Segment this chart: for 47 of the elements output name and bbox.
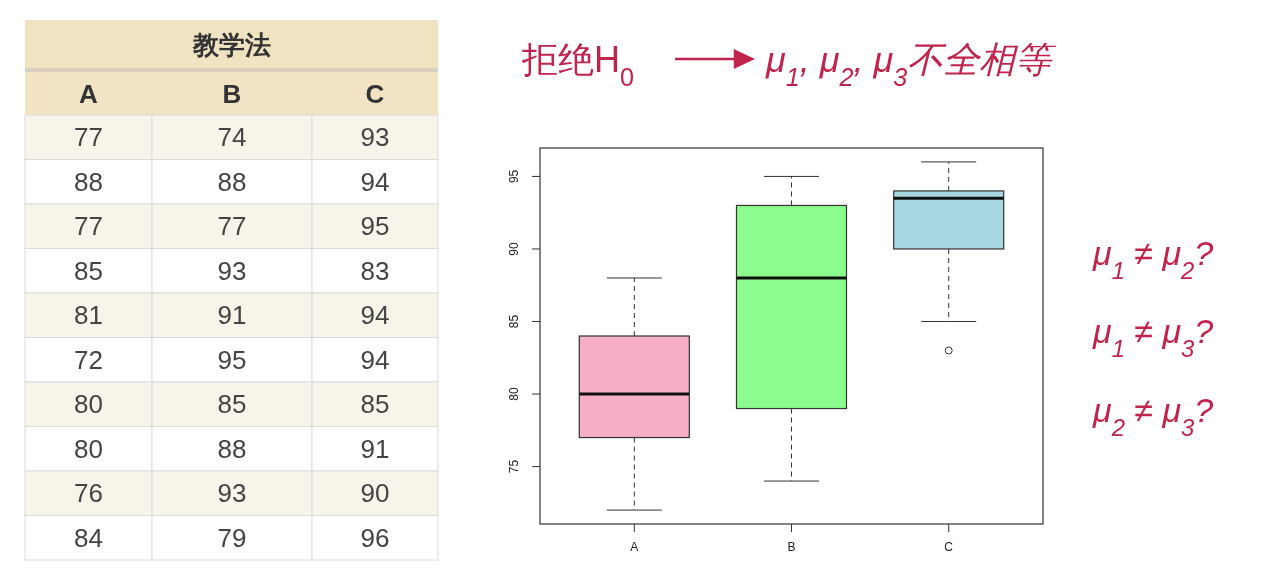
text: 80 — [74, 433, 103, 464]
text: 94 — [360, 300, 390, 331]
text: 83 — [360, 255, 390, 286]
x-tick-label: C — [944, 540, 954, 554]
text: 85 — [217, 389, 247, 420]
text: 91 — [217, 300, 247, 331]
text: 91 — [360, 433, 390, 464]
text: 88 — [74, 166, 103, 197]
text: 84 — [74, 522, 103, 553]
text: 95 — [360, 211, 390, 242]
text: C — [365, 79, 385, 109]
text: 80 — [74, 389, 103, 420]
text: 95 — [217, 344, 247, 375]
y-tick-label: 90 — [507, 241, 521, 256]
y-tick-label: 80 — [507, 387, 521, 401]
text: μ$_{2}$ ≠ μ$_{3}$? — [1092, 391, 1214, 441]
text: 88 — [217, 433, 247, 464]
y-tick-label: 75 — [507, 459, 521, 474]
text: 77 — [74, 122, 103, 153]
text: μ$_{1}$, μ$_{2}$, μ$_{3}$不全相等 — [765, 39, 1058, 91]
text: 77 — [217, 211, 247, 242]
text: 93 — [360, 122, 390, 153]
x-tick-label: A — [630, 540, 639, 554]
text: 教学法 — [191, 30, 271, 60]
text: μ$_{1}$ ≠ μ$_{3}$? — [1092, 312, 1214, 362]
y-tick-label: 95 — [507, 169, 521, 184]
y-tick-label: 85 — [507, 314, 521, 329]
text: 79 — [217, 522, 247, 553]
text: 88 — [217, 166, 247, 197]
text: 90 — [360, 478, 390, 509]
text: μ$_{1}$ ≠ μ$_{2}$? — [1092, 234, 1214, 284]
text: 74 — [217, 122, 247, 153]
text: 76 — [74, 478, 103, 509]
text: 93 — [217, 255, 247, 286]
text: 72 — [74, 344, 103, 375]
text: 94 — [360, 344, 390, 375]
text: B — [222, 79, 242, 109]
text: 94 — [360, 166, 390, 197]
x-tick-label: B — [787, 540, 796, 554]
text: 85 — [360, 389, 390, 420]
text: A — [79, 79, 99, 109]
text: 85 — [74, 255, 103, 286]
text: 93 — [217, 478, 247, 509]
text: 81 — [74, 300, 103, 331]
text: 77 — [74, 211, 103, 242]
text: 96 — [360, 522, 390, 553]
text: 拒绝H$_{0}$ — [521, 39, 635, 91]
